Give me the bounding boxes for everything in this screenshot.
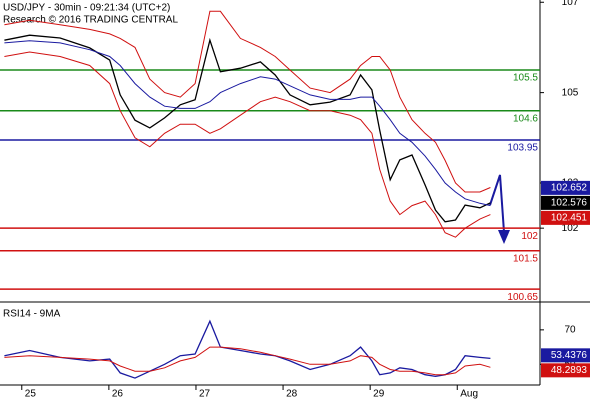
forecast-arrow-head <box>498 230 510 244</box>
x-tick-label: Aug <box>460 389 478 400</box>
series-line <box>4 10 491 193</box>
y-tick-label: 107 <box>562 0 579 8</box>
x-tick-label: 25 <box>25 389 37 400</box>
y-tick-label: 70 <box>564 324 576 335</box>
price-tag-label: 102.576 <box>551 198 588 209</box>
price-tag-label: 102.652 <box>551 183 588 194</box>
price-tag <box>541 363 590 378</box>
y-tick-label: 102 <box>562 223 579 234</box>
x-tick-label: 27 <box>199 389 211 400</box>
price-tag-label: 53.4376 <box>551 350 588 361</box>
price-tag <box>541 195 590 210</box>
x-tick-label: 29 <box>373 389 385 400</box>
price-tag <box>541 180 590 195</box>
x-tick-label: 28 <box>286 389 298 400</box>
series-line <box>4 51 491 238</box>
forecast-arrow <box>489 174 505 233</box>
price-tag <box>541 210 590 225</box>
series-line <box>4 40 491 207</box>
level-label: 105.5 <box>513 73 538 84</box>
indicator-title: RSI14 - 9MA <box>3 309 61 320</box>
level-label: 102 <box>521 231 538 242</box>
level-label: 104.6 <box>513 113 538 124</box>
chart-title: USD/JPY - 30min - 09:21:34 (UTC+2) <box>3 3 170 14</box>
series-line <box>4 34 491 223</box>
price-tag-label: 48.2893 <box>551 365 588 376</box>
price-tag <box>541 348 590 363</box>
x-tick-label: 26 <box>112 389 124 400</box>
chart-subtitle: Research © 2016 TRADING CENTRAL <box>3 15 178 26</box>
level-label: 103.95 <box>507 143 538 154</box>
price-tag-label: 102.451 <box>551 213 588 224</box>
series-line <box>4 346 491 376</box>
level-label: 101.5 <box>513 253 538 264</box>
level-label: 100.65 <box>507 292 538 303</box>
series-line <box>4 319 491 379</box>
y-tick-label: 105 <box>562 87 579 98</box>
